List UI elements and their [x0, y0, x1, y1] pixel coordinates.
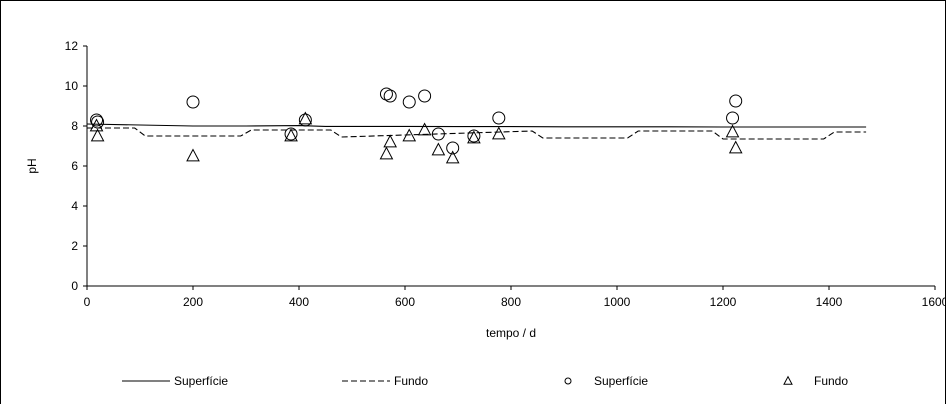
y-tick-label: 12: [65, 39, 79, 53]
circle-marker-point: [446, 141, 460, 155]
circle-marker-point: [298, 113, 312, 127]
triangle-marker-point: [284, 128, 298, 142]
triangle-marker-point: [491, 126, 506, 140]
legend-circle-swatch: [564, 377, 572, 385]
circle-marker-point: [402, 95, 416, 109]
legend-item: Fundo: [342, 374, 428, 388]
triangle-marker-point: [725, 124, 740, 138]
legend-label: Fundo: [394, 374, 428, 388]
legend-label: Fundo: [814, 374, 848, 388]
y-tick-label: 2: [71, 239, 78, 253]
series-line-0: [86, 123, 867, 128]
circle-marker-point: [431, 127, 445, 141]
circle-marker-point: [383, 89, 397, 103]
series-markers: [89, 87, 743, 164]
x-tick-label: 200: [183, 295, 203, 309]
legend-item: Fundo: [783, 374, 848, 388]
x-axis-title: tempo / d: [486, 326, 536, 340]
series-line-1: [87, 127, 867, 140]
y-tick-label: 4: [71, 199, 78, 213]
x-tick-label: 1600: [922, 295, 946, 309]
triangle-marker-point: [383, 134, 397, 148]
circle-marker-point: [284, 127, 298, 141]
y-tick-label: 8: [71, 119, 78, 133]
circle-marker-point: [90, 113, 104, 127]
x-tick-label: 600: [395, 295, 415, 309]
x-tick-label: 1200: [710, 295, 737, 309]
circle-marker-point: [91, 115, 105, 129]
x-tick-label: 1400: [816, 295, 843, 309]
triangle-marker-point: [90, 128, 105, 142]
circle-marker-point: [186, 95, 200, 109]
axes: 0 200 400 600 800 1000 1200 1400 1600 0 2 4 6 8 10 12: [65, 39, 946, 309]
triangle-marker-point: [728, 140, 743, 154]
y-axis-title: pH: [25, 158, 39, 173]
legend-item: Superfície: [564, 374, 648, 388]
triangle-marker-point: [402, 128, 417, 142]
triangle-marker-point: [298, 111, 313, 125]
triangle-marker-point: [186, 148, 200, 162]
x-tick-label: 0: [84, 295, 91, 309]
legend-label: Superfície: [174, 374, 228, 388]
triangle-marker-point: [431, 142, 446, 156]
y-tick-label: 0: [71, 279, 78, 293]
circle-marker-point: [729, 94, 743, 108]
circle-marker-point: [726, 111, 740, 125]
legend-item: Superfície: [122, 374, 228, 388]
triangle-marker-point: [467, 130, 481, 144]
x-tick-label: 800: [501, 295, 521, 309]
y-tick-label: 6: [71, 159, 78, 173]
circle-marker-point: [379, 87, 393, 101]
circle-marker-point: [492, 111, 506, 125]
legend-triangle-swatch: [783, 375, 793, 385]
series-lines: [86, 123, 867, 140]
triangle-marker-point: [417, 122, 432, 136]
triangle-marker-point: [379, 146, 394, 160]
x-tick-label: 400: [289, 295, 309, 309]
circle-marker-point: [418, 89, 432, 103]
x-tick-label: 1000: [604, 295, 631, 309]
legend-label: Superfície: [594, 374, 648, 388]
y-tick-label: 10: [65, 79, 79, 93]
triangle-marker-point: [445, 150, 460, 164]
circle-marker-point: [467, 129, 481, 143]
legend: Superfície Fundo Superfície Fundo: [122, 374, 848, 388]
